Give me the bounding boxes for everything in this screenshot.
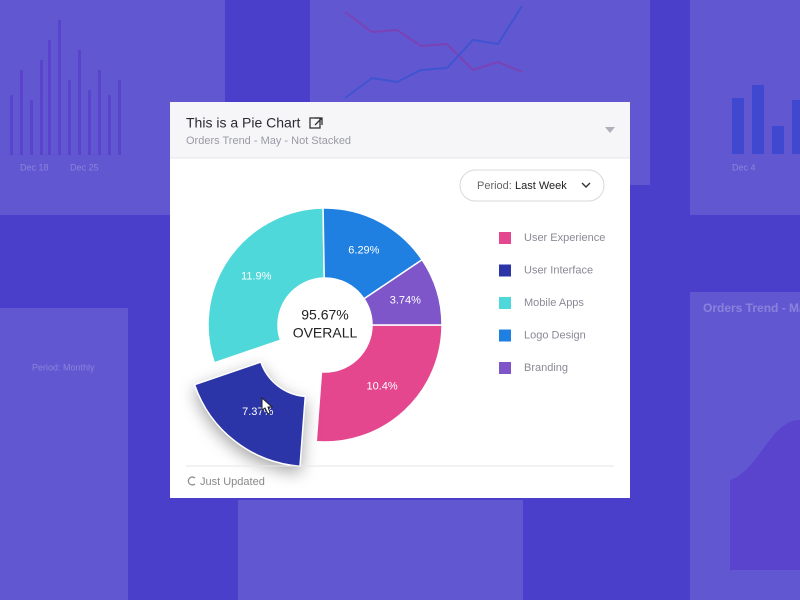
center-caption: OVERALL — [293, 325, 358, 341]
cursor — [261, 396, 274, 415]
bg-line — [344, 5, 523, 99]
bg-area — [730, 420, 800, 570]
period-label: Period: — [477, 180, 512, 192]
card-header — [170, 102, 630, 158]
bg-panel — [690, 292, 800, 600]
legend-swatch — [499, 329, 511, 342]
card-title: This is a Pie Chart — [186, 115, 300, 131]
bg-label: Period: Monthly — [32, 362, 95, 372]
donut-chart: 10.4%11.9%6.29%3.74%7.37%95.67%OVERALL — [193, 207, 443, 468]
legend-swatch — [499, 232, 511, 244]
slice-label: 10.4% — [367, 380, 398, 392]
period-dropdown[interactable]: Period: Last Week — [459, 169, 605, 202]
slice-label: 11.9% — [241, 271, 272, 283]
footer-text: Just Updated — [200, 476, 265, 488]
center-value: 95.67% — [301, 307, 348, 323]
bg-panel — [690, 0, 800, 215]
bg-bars — [10, 20, 800, 155]
bg-line — [344, 11, 523, 73]
dropdown-chevron — [581, 182, 591, 188]
external-link-icon[interactable] — [309, 117, 323, 129]
bg-label: Dec 18 — [20, 162, 49, 172]
legend-label: User Experience — [524, 232, 605, 244]
pie-slice — [207, 207, 325, 364]
legend-label: Branding — [524, 362, 568, 374]
menu-caret[interactable] — [605, 127, 615, 133]
slice-label: 3.74% — [390, 294, 421, 306]
bg-label: Orders Trend - Ma — [703, 301, 800, 315]
bg-label: Dec 4 — [732, 162, 756, 172]
refresh-icon[interactable] — [187, 476, 196, 486]
bg-label: Dec 25 — [70, 162, 99, 172]
pie-slice — [315, 324, 443, 443]
pie-slice — [193, 361, 307, 468]
legend-label: User Interface — [524, 264, 593, 276]
legend-label: Logo Design — [524, 329, 586, 341]
dropdown-box[interactable] — [459, 169, 605, 202]
legend-swatch — [499, 264, 511, 277]
period-value: Last Week — [515, 180, 567, 192]
card-subtitle: Orders Trend - May - Not Stacked — [186, 135, 351, 147]
legend-swatch — [499, 362, 511, 374]
legend: User Experience User Interface Mobile Apps… — [499, 232, 605, 374]
card: This is a Pie Chart Orders Trend - May -… — [170, 102, 630, 498]
legend-swatch — [499, 297, 511, 309]
pie-slice — [362, 258, 443, 326]
slice-label: 6.29% — [348, 244, 379, 256]
bg-panel — [238, 500, 523, 600]
bg-panel — [0, 308, 128, 600]
legend-label: Mobile Apps — [524, 297, 584, 309]
